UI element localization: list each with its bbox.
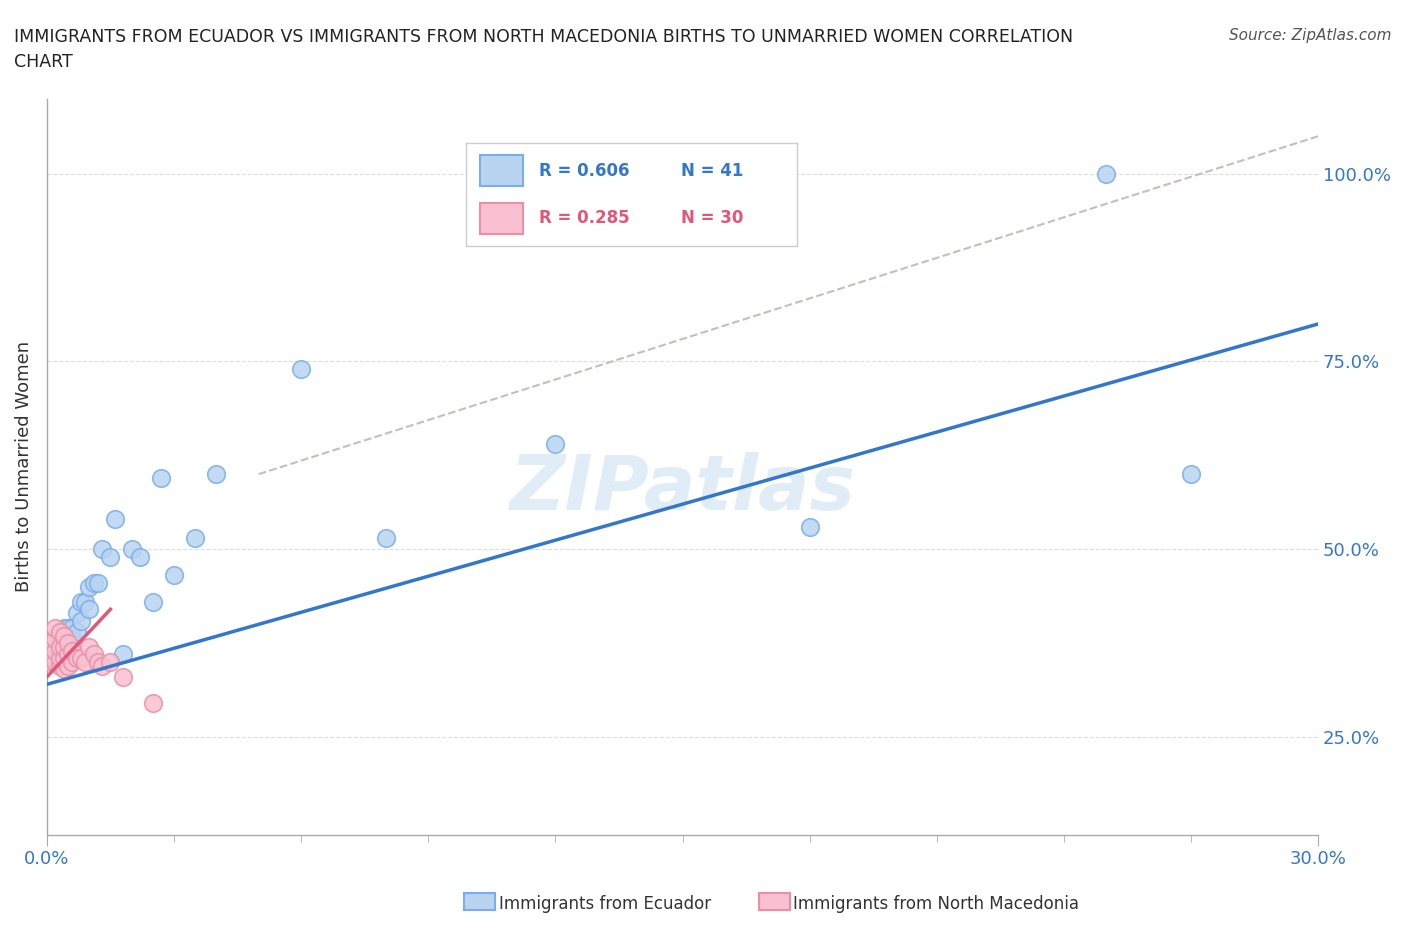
Text: Immigrants from North Macedonia: Immigrants from North Macedonia [793,895,1078,913]
Point [60,631,83,646]
Point [799,519,821,534]
Point [65,624,87,639]
Point [205,467,228,482]
Point [69,594,91,609]
Point [73,655,96,670]
Point [44,651,66,666]
Point [39,644,62,658]
Point [69,613,91,628]
Point [44,620,66,635]
Point [56,647,79,662]
Point [60,655,83,670]
Point [39,647,62,662]
Point [52,620,75,635]
Point [39,651,62,666]
Point [65,605,87,620]
Point [48,651,70,666]
Point [150,471,173,485]
Point [129,550,152,565]
Point [52,644,75,658]
Point [65,651,87,666]
Point [56,635,79,650]
Point [56,647,79,662]
Point [83,647,105,662]
Point [48,624,70,639]
Point [77,640,100,655]
Point [1095,166,1118,181]
Point [100,550,122,565]
Point [163,568,186,583]
Point [48,647,70,662]
Point [83,576,105,591]
Point [52,651,75,666]
Point [52,628,75,643]
Point [104,512,127,526]
Text: Source: ZipAtlas.com: Source: ZipAtlas.com [1229,28,1392,43]
Point [52,640,75,655]
Point [44,655,66,670]
Point [56,658,79,673]
Point [60,644,83,658]
Point [1180,467,1202,482]
Point [374,530,396,545]
Point [44,640,66,655]
Point [184,530,207,545]
Point [77,602,100,617]
Point [77,579,100,594]
Point [91,658,114,673]
Point [121,542,143,557]
Point [112,670,135,684]
Point [91,542,114,557]
Point [39,655,62,670]
Text: ZIPatlas: ZIPatlas [509,452,855,525]
Point [60,620,83,635]
Point [44,644,66,658]
Point [52,662,75,677]
Text: Immigrants from Ecuador: Immigrants from Ecuador [499,895,711,913]
Point [39,635,62,650]
Y-axis label: Births to Unmarried Women: Births to Unmarried Women [15,341,32,592]
Point [48,635,70,650]
Point [142,696,165,711]
Point [48,624,70,639]
Point [290,362,312,377]
Point [48,658,70,673]
Point [44,631,66,646]
Point [56,635,79,650]
Point [56,620,79,635]
Point [142,594,165,609]
Point [87,576,110,591]
Point [69,651,91,666]
Text: IMMIGRANTS FROM ECUADOR VS IMMIGRANTS FROM NORTH MACEDONIA BIRTHS TO UNMARRIED W: IMMIGRANTS FROM ECUADOR VS IMMIGRANTS FR… [14,28,1073,71]
Point [73,594,96,609]
Point [87,655,110,670]
Point [48,640,70,655]
Point [100,655,122,670]
Point [544,437,567,452]
Point [52,631,75,646]
Point [112,647,135,662]
